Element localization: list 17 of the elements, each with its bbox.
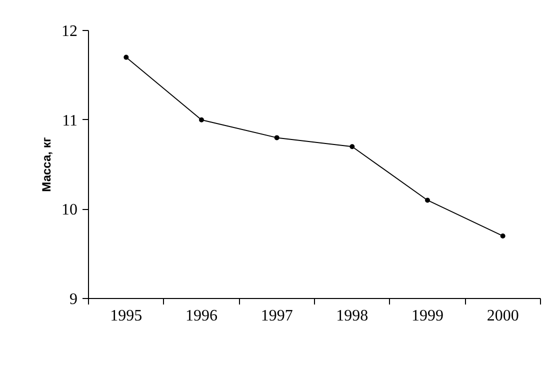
y-tick-label: 11 — [62, 112, 78, 130]
x-tick-label: 1998 — [336, 308, 368, 324]
point — [350, 144, 355, 150]
point — [199, 117, 204, 122]
x-tick-label: 1995 — [110, 308, 142, 324]
x-tick-label: 1999 — [412, 308, 444, 324]
y-tick-label: 10 — [62, 202, 78, 219]
y-axis-title: Масса, кг — [40, 137, 54, 192]
y-tick-label: 12 — [62, 23, 78, 40]
x-tick-label: 2000 — [486, 308, 519, 324]
point — [124, 54, 129, 60]
point — [500, 233, 506, 238]
y-tick-label: 9 — [70, 291, 78, 308]
point — [425, 198, 430, 203]
x-tick-label: 1996 — [186, 308, 218, 324]
point — [274, 135, 280, 140]
x-tick-label: 1997 — [260, 308, 293, 324]
